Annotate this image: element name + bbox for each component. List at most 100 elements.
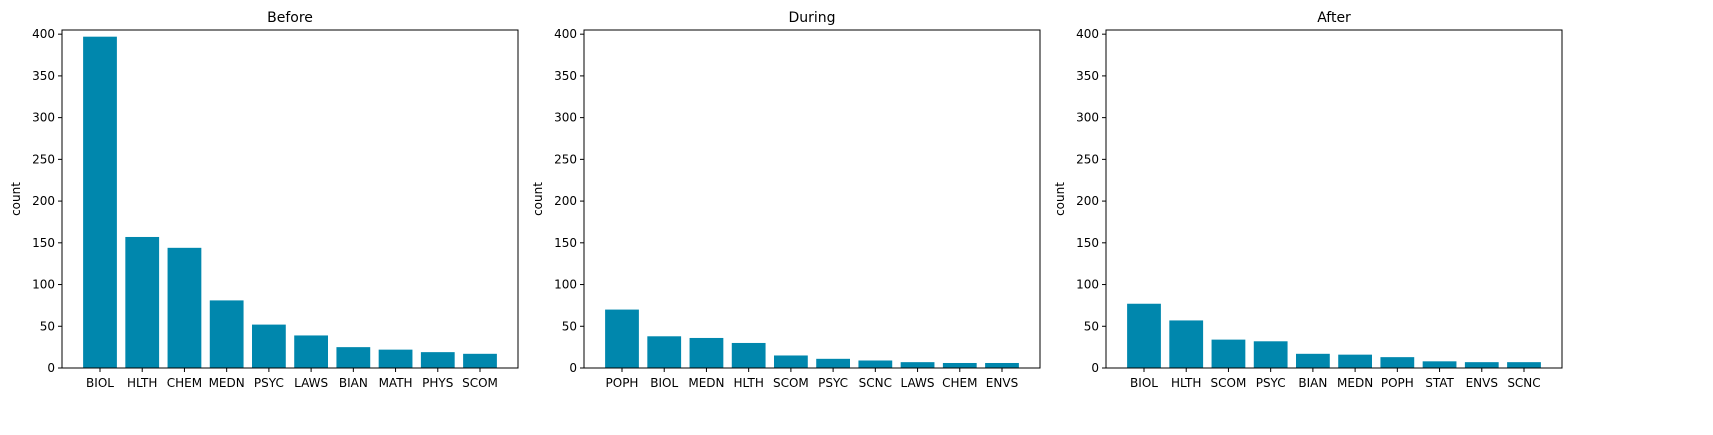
- y-tick-label: 400: [32, 27, 55, 41]
- y-tick-label: 250: [554, 152, 577, 166]
- x-tick-label-biol: BIOL: [86, 376, 114, 390]
- x-tick-label-medn: MEDN: [209, 376, 245, 390]
- x-tick-label-biol: BIOL: [650, 376, 678, 390]
- y-tick-label: 150: [1076, 236, 1099, 250]
- y-tick-label: 50: [40, 319, 55, 333]
- y-tick-label: 300: [32, 111, 55, 125]
- axes-frame: [1105, 29, 1563, 369]
- axes-frame: [583, 29, 1041, 369]
- y-tick-label: 300: [554, 111, 577, 125]
- x-tick-label-math: MATH: [379, 376, 413, 390]
- bar-poph: [605, 309, 639, 368]
- bar-psyc: [816, 358, 850, 368]
- bar-chem: [942, 362, 977, 368]
- y-tick-label: 100: [32, 278, 55, 292]
- bar-poph: [1380, 357, 1415, 368]
- bar-hlth: [1169, 320, 1204, 368]
- y-tick-label: 250: [1076, 152, 1099, 166]
- x-tick-label-psyc: PSYC: [818, 376, 848, 390]
- bar-phys: [420, 352, 455, 368]
- x-tick-label-chem: CHEM: [942, 376, 977, 390]
- x-tick-label-scom: SCOM: [1211, 376, 1247, 390]
- y-tick-label: 100: [554, 278, 577, 292]
- chart-title: Before: [267, 10, 313, 26]
- chart-title: During: [788, 10, 835, 26]
- y-tick-label: 350: [32, 69, 55, 83]
- x-tick-label-bian: BIAN: [1298, 376, 1327, 390]
- bar-laws: [900, 362, 935, 368]
- bar-biol: [647, 336, 682, 368]
- y-tick-label: 150: [554, 236, 577, 250]
- x-tick-label-scom: SCOM: [773, 376, 809, 390]
- x-tick-label-psyc: PSYC: [254, 376, 284, 390]
- bar-psyc: [1253, 341, 1288, 368]
- chart-panel-0: 0 50 100 150 200 250 300 350 400 BIOL HLTH CHEM MEDN…: [9, 10, 519, 390]
- y-tick-label: 150: [32, 236, 55, 250]
- x-tick-label-stat: STAT: [1425, 376, 1454, 390]
- y-tick-label: 350: [1076, 69, 1099, 83]
- bar-hlth: [125, 236, 160, 368]
- y-tick-label: 100: [1076, 278, 1099, 292]
- y-tick-label: 0: [1091, 361, 1099, 375]
- bar-chem: [167, 247, 202, 368]
- bar-stat: [1422, 361, 1457, 368]
- x-tick-label-scom: SCOM: [462, 376, 498, 390]
- bar-medn: [689, 337, 724, 368]
- bar-biol: [1127, 303, 1161, 368]
- chart-panel-1: 0 50 100 150 200 250 300 350 400 POPH BIOL MEDN HLTH…: [531, 10, 1041, 390]
- x-tick-label-scnc: SCNC: [859, 376, 892, 390]
- bar-scom: [463, 353, 497, 368]
- bar-envs: [1464, 362, 1499, 368]
- bar-psyc: [252, 324, 286, 368]
- y-axis-label: count: [531, 182, 545, 216]
- x-tick-label-hlth: HLTH: [1171, 376, 1201, 390]
- x-tick-label-hlth: HLTH: [127, 376, 157, 390]
- y-tick-label: 50: [562, 319, 577, 333]
- y-tick-label: 0: [47, 361, 55, 375]
- x-tick-label-medn: MEDN: [688, 376, 724, 390]
- y-axis-label: count: [9, 182, 23, 216]
- x-tick-label-bian: BIAN: [339, 376, 368, 390]
- bar-bian: [1296, 353, 1330, 368]
- x-tick-label-psyc: PSYC: [1256, 376, 1286, 390]
- bar-medn: [209, 300, 244, 368]
- bar-scom: [774, 355, 808, 368]
- x-tick-label-laws: LAWS: [294, 376, 328, 390]
- y-tick-label: 300: [1076, 111, 1099, 125]
- bar-biol: [83, 36, 117, 369]
- bar-math: [378, 349, 413, 368]
- x-tick-label-hlth: HLTH: [733, 376, 763, 390]
- y-tick-label: 200: [554, 194, 577, 208]
- bar-scom: [1211, 339, 1246, 368]
- y-tick-label: 50: [1084, 319, 1099, 333]
- y-tick-label: 200: [32, 194, 55, 208]
- bar-bian: [336, 347, 371, 368]
- y-tick-label: 350: [554, 69, 577, 83]
- x-tick-label-poph: POPH: [1381, 376, 1414, 390]
- bar-scnc: [858, 360, 893, 368]
- x-tick-label-envs: ENVS: [986, 376, 1018, 390]
- x-tick-label-biol: BIOL: [1130, 376, 1158, 390]
- bar-scnc: [1507, 362, 1541, 368]
- chart-title: After: [1317, 10, 1351, 26]
- bar-envs: [985, 362, 1019, 368]
- x-tick-label-scnc: SCNC: [1507, 376, 1540, 390]
- y-tick-label: 0: [569, 361, 577, 375]
- chart-panel-2: 0 50 100 150 200 250 300 350 400 BIOL HLTH SCOM PSYC…: [1053, 10, 1563, 390]
- x-tick-label-medn: MEDN: [1337, 376, 1373, 390]
- y-tick-label: 200: [1076, 194, 1099, 208]
- y-tick-label: 250: [32, 152, 55, 166]
- x-tick-label-poph: POPH: [606, 376, 639, 390]
- x-tick-label-chem: CHEM: [167, 376, 202, 390]
- bar-laws: [294, 335, 328, 368]
- axes-frame: [61, 29, 519, 369]
- x-tick-label-laws: LAWS: [901, 376, 935, 390]
- x-tick-label-envs: ENVS: [1466, 376, 1498, 390]
- bar-medn: [1338, 354, 1372, 368]
- y-tick-label: 400: [554, 27, 577, 41]
- bar-hlth: [731, 342, 766, 368]
- x-tick-label-phys: PHYS: [422, 376, 453, 390]
- y-tick-label: 400: [1076, 27, 1099, 41]
- y-axis-label: count: [1053, 182, 1067, 216]
